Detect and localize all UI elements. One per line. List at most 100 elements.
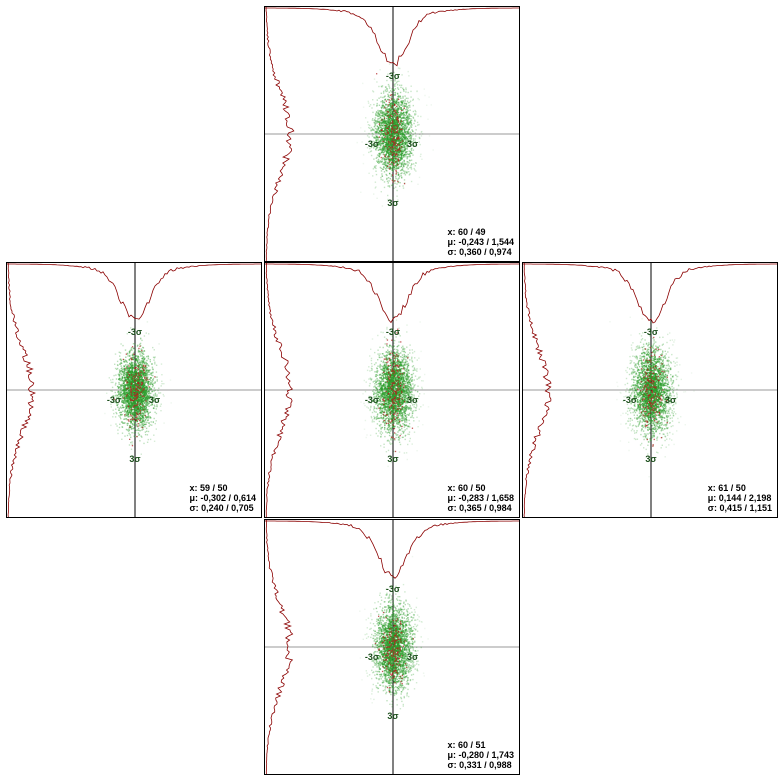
scatter-point — [137, 427, 140, 430]
scatter-point — [393, 130, 395, 133]
scatter-point — [114, 384, 117, 386]
scatter-point — [124, 435, 126, 437]
scatter-point-red — [138, 374, 140, 376]
scatter-point-red — [395, 161, 397, 163]
scatter-point — [382, 104, 384, 106]
scatter-point — [396, 136, 398, 138]
scatter-point — [151, 386, 154, 388]
scatter-point — [147, 399, 149, 401]
scatter-point — [387, 194, 389, 197]
scatter-point — [129, 412, 131, 414]
scatter-point — [386, 90, 389, 92]
scatter-point — [116, 425, 118, 427]
scatter-point — [146, 385, 148, 388]
scatter-point — [393, 153, 395, 156]
scatter-point — [407, 107, 409, 109]
scatter-point — [136, 368, 138, 370]
scatter-point — [397, 145, 399, 147]
scatter-point — [125, 418, 128, 420]
scatter-point-red — [141, 383, 143, 385]
scatter-point — [409, 104, 411, 107]
scatter-point — [397, 125, 400, 127]
scatter-point — [380, 427, 382, 429]
scatter-point — [392, 123, 394, 126]
scatter-point — [406, 170, 408, 173]
scatter-point — [122, 374, 125, 377]
sigma-label-right: 3σ — [407, 139, 418, 149]
scatter-point — [382, 137, 384, 139]
scatter-point — [146, 363, 148, 365]
scatter-point-red — [394, 124, 396, 127]
scatter-point — [375, 136, 378, 138]
scatter-point — [156, 380, 158, 382]
scatter-point — [148, 390, 150, 392]
scatter-point — [389, 100, 392, 102]
scatter-point — [379, 148, 381, 150]
scatter-point-red — [395, 142, 397, 144]
scatter-point — [399, 120, 402, 122]
scatter-point — [143, 382, 145, 384]
scatter-point — [393, 120, 396, 123]
scatter-point — [134, 431, 137, 434]
scatter-point-red — [397, 118, 399, 121]
scatter-point-red — [386, 127, 388, 129]
scatter-point — [373, 166, 376, 169]
scatter-point — [381, 86, 383, 88]
scatter-point — [148, 389, 151, 391]
scatter-point — [388, 151, 390, 154]
scatter-point — [132, 403, 134, 406]
sigma-label-top: -3σ — [128, 327, 142, 337]
scatter-point — [129, 351, 131, 353]
scatter-point — [121, 390, 123, 392]
scatter-point — [378, 152, 380, 155]
scatter-point — [133, 365, 136, 367]
scatter-point — [379, 141, 381, 143]
scatter-point — [403, 129, 406, 131]
scatter-point — [143, 386, 145, 388]
scatter-point — [151, 381, 154, 383]
scatter-point — [128, 400, 130, 403]
scatter-point — [405, 88, 407, 91]
scatter-point — [163, 383, 165, 385]
scatter-point — [383, 150, 386, 152]
scatter-point — [394, 131, 397, 133]
scatter-point — [392, 179, 394, 182]
scatter-point — [146, 374, 148, 376]
panel-left-stats: x: 59 / 50 μ: -0,302 / 0,614 σ: 0,240 / … — [189, 483, 256, 513]
scatter-point-red — [136, 415, 138, 417]
scatter-point — [410, 166, 412, 169]
scatter-point — [401, 132, 403, 135]
scatter-point — [403, 108, 405, 110]
scatter-point-red — [389, 146, 391, 149]
scatter-point — [388, 351, 390, 353]
scatter-point — [137, 379, 139, 382]
scatter-point — [118, 426, 121, 429]
scatter-point — [410, 90, 412, 93]
scatter-point — [117, 390, 120, 392]
scatter-point — [394, 107, 397, 109]
scatter-point — [379, 133, 382, 136]
scatter-point — [145, 332, 147, 334]
scatter-point — [132, 423, 134, 426]
scatter-point — [120, 372, 122, 374]
scatter-point — [388, 63, 391, 65]
scatter-point — [135, 364, 137, 366]
scatter-point — [379, 153, 382, 155]
scatter-point — [126, 397, 128, 399]
scatter-point — [414, 113, 416, 115]
scatter-point-red — [387, 111, 390, 113]
scatter-point — [150, 388, 153, 390]
scatter-point — [395, 160, 398, 163]
scatter-point — [378, 155, 381, 158]
scatter-point — [401, 163, 403, 166]
scatter-point — [129, 391, 131, 393]
scatter-point-red — [137, 386, 139, 388]
scatter-point — [144, 391, 147, 393]
scatter-point — [401, 102, 403, 104]
scatter-point — [141, 387, 144, 389]
sigma-label: σ: 0,360 / 0,974 — [447, 247, 512, 257]
scatter-point — [401, 158, 403, 160]
scatter-point — [409, 155, 411, 158]
scatter-point — [141, 367, 143, 369]
scatter-point — [153, 387, 156, 389]
